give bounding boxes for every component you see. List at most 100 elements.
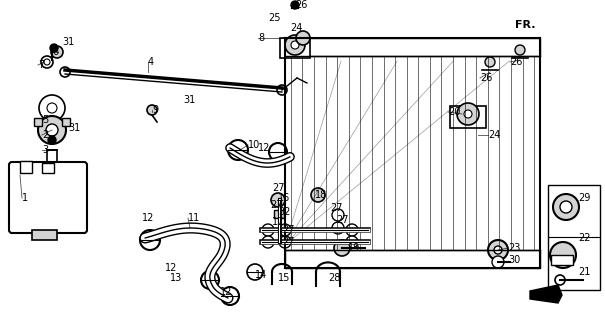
Text: 23: 23	[508, 243, 520, 253]
Circle shape	[291, 1, 299, 9]
Circle shape	[277, 85, 287, 95]
Circle shape	[201, 271, 219, 289]
Text: 25: 25	[268, 13, 281, 23]
Bar	[450, 106, 486, 128]
Text: 19: 19	[348, 243, 360, 253]
Circle shape	[47, 103, 57, 113]
Bar	[62, 118, 70, 126]
Circle shape	[221, 287, 239, 305]
Text: 15: 15	[278, 273, 290, 283]
Text: 32: 32	[278, 207, 290, 217]
Circle shape	[50, 44, 58, 52]
Text: 27: 27	[282, 237, 295, 247]
Text: 31: 31	[62, 37, 74, 47]
Circle shape	[346, 224, 358, 236]
Circle shape	[485, 57, 495, 67]
Bar	[274, 210, 284, 218]
Circle shape	[269, 143, 287, 161]
Polygon shape	[530, 285, 562, 303]
Circle shape	[550, 242, 576, 268]
Circle shape	[457, 103, 479, 125]
Text: 28: 28	[328, 273, 341, 283]
Text: 7: 7	[38, 60, 44, 70]
Circle shape	[262, 236, 274, 248]
Bar	[34, 118, 42, 126]
Circle shape	[492, 256, 504, 268]
Text: 26: 26	[295, 0, 307, 10]
Bar	[32, 230, 57, 240]
Bar	[548, 185, 600, 290]
Circle shape	[38, 116, 66, 144]
Bar	[280, 38, 310, 58]
Text: 12: 12	[165, 263, 177, 273]
Text: 31: 31	[183, 95, 195, 105]
Circle shape	[147, 105, 157, 115]
Circle shape	[247, 264, 263, 280]
Circle shape	[488, 240, 508, 260]
Bar	[20, 161, 32, 173]
Circle shape	[60, 67, 70, 77]
Text: 1: 1	[22, 193, 28, 203]
Text: 26: 26	[480, 73, 492, 83]
Circle shape	[39, 95, 65, 121]
Text: 17: 17	[272, 217, 284, 227]
Text: 24: 24	[488, 130, 500, 140]
Circle shape	[464, 110, 472, 118]
Circle shape	[555, 275, 565, 285]
Text: 27: 27	[272, 183, 284, 193]
Bar	[551, 255, 573, 265]
Circle shape	[332, 222, 344, 234]
Circle shape	[279, 236, 291, 248]
Circle shape	[271, 193, 285, 207]
Text: 27: 27	[270, 200, 283, 210]
Text: 12: 12	[142, 213, 154, 223]
Circle shape	[228, 140, 248, 160]
Circle shape	[279, 224, 291, 236]
Text: 22: 22	[578, 233, 590, 243]
Text: 18: 18	[315, 190, 327, 200]
Text: 27: 27	[336, 215, 348, 225]
Circle shape	[296, 31, 310, 45]
Text: 26: 26	[510, 57, 522, 67]
Text: 9: 9	[152, 105, 158, 115]
Text: 3: 3	[42, 145, 48, 155]
Text: 5: 5	[42, 115, 48, 125]
Circle shape	[48, 136, 56, 144]
Bar	[285, 38, 540, 56]
Text: 27: 27	[330, 203, 342, 213]
Text: 13: 13	[170, 273, 182, 283]
Circle shape	[332, 209, 344, 221]
Bar	[47, 150, 57, 168]
Circle shape	[311, 188, 325, 202]
Text: FR.: FR.	[515, 20, 535, 30]
Circle shape	[515, 45, 525, 55]
Text: 12: 12	[220, 287, 232, 297]
FancyBboxPatch shape	[9, 162, 87, 233]
Circle shape	[44, 59, 50, 65]
Circle shape	[41, 56, 53, 68]
Text: 29: 29	[578, 193, 590, 203]
Text: 21: 21	[578, 267, 590, 277]
Circle shape	[262, 224, 274, 236]
Circle shape	[553, 194, 579, 220]
Text: 27: 27	[282, 225, 295, 235]
Circle shape	[285, 35, 305, 55]
Circle shape	[560, 201, 572, 213]
Text: 20: 20	[448, 107, 460, 117]
Bar	[285, 250, 540, 268]
Text: 14: 14	[255, 270, 267, 280]
Text: 16: 16	[278, 193, 290, 203]
Text: 4: 4	[148, 57, 154, 67]
Circle shape	[140, 230, 160, 250]
Text: 2: 2	[42, 130, 48, 140]
Circle shape	[46, 124, 58, 136]
Text: 24: 24	[290, 23, 302, 33]
Text: 30: 30	[508, 255, 520, 265]
Text: 31: 31	[68, 123, 80, 133]
Text: 11: 11	[188, 213, 200, 223]
Text: 8: 8	[258, 33, 264, 43]
Text: 12: 12	[258, 143, 270, 153]
Text: 6: 6	[52, 47, 58, 57]
Bar	[42, 163, 54, 173]
Text: 10: 10	[248, 140, 260, 150]
